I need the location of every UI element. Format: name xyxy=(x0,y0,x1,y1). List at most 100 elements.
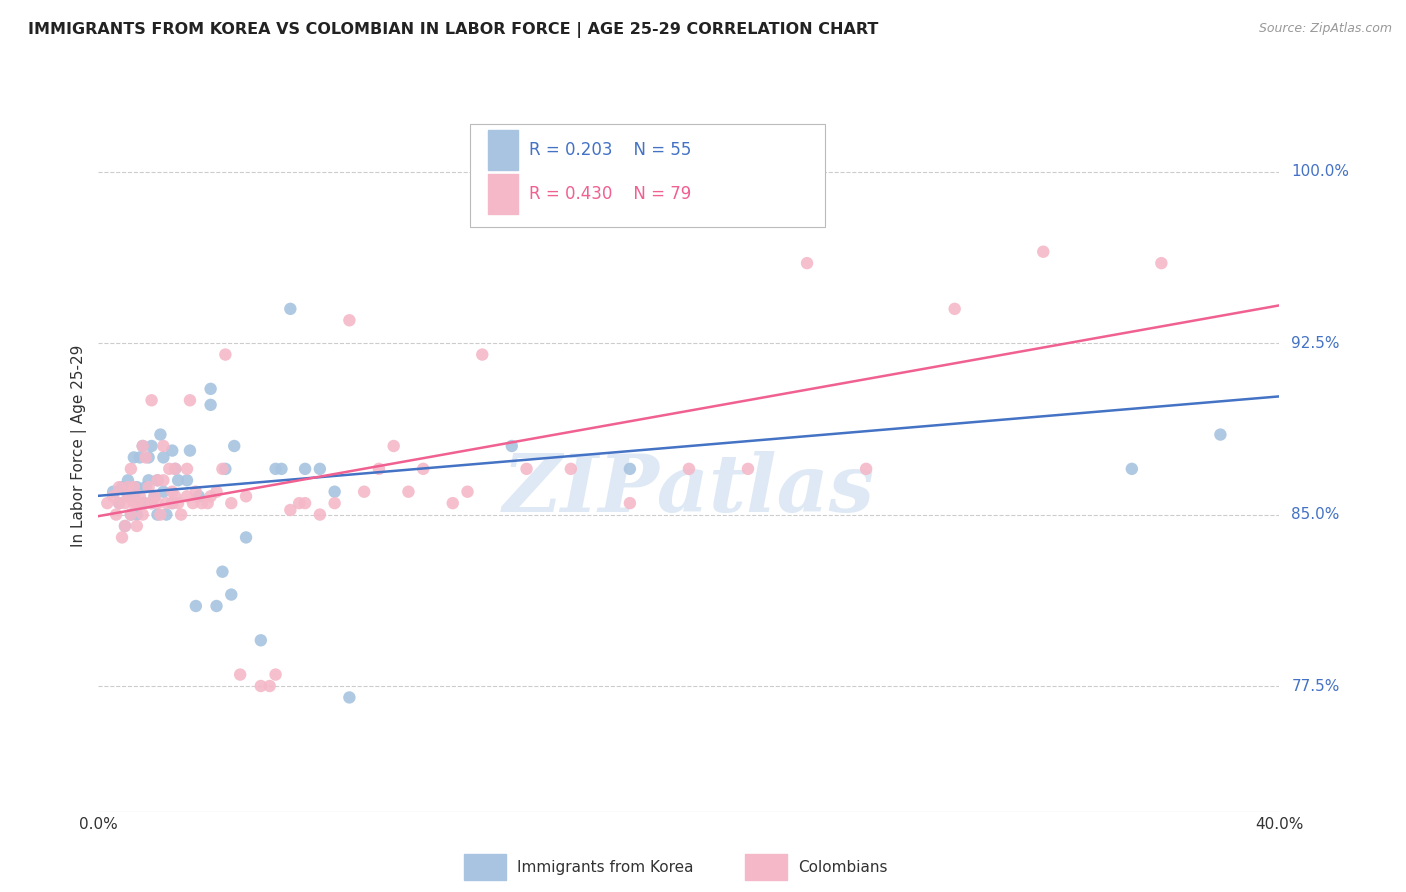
Point xyxy=(855,462,877,476)
Point xyxy=(200,398,222,412)
Point xyxy=(200,382,222,396)
Point xyxy=(179,393,201,408)
Point xyxy=(149,508,172,522)
Point xyxy=(138,480,160,494)
Point xyxy=(143,489,166,503)
Point xyxy=(229,667,252,681)
Point xyxy=(1032,244,1054,259)
Point xyxy=(368,462,391,476)
Point xyxy=(157,462,180,476)
Point xyxy=(152,439,174,453)
Point xyxy=(128,489,150,503)
Point xyxy=(162,496,183,510)
Point xyxy=(1121,462,1143,476)
Point xyxy=(176,462,198,476)
Point xyxy=(179,443,201,458)
Point xyxy=(125,496,148,510)
Point xyxy=(146,473,169,487)
Point xyxy=(141,439,163,453)
Point xyxy=(943,301,966,316)
Bar xyxy=(488,174,517,214)
Point xyxy=(288,496,311,510)
Point xyxy=(250,633,273,648)
Text: IMMIGRANTS FROM KOREA VS COLOMBIAN IN LABOR FORCE | AGE 25-29 CORRELATION CHART: IMMIGRANTS FROM KOREA VS COLOMBIAN IN LA… xyxy=(28,22,879,38)
Point xyxy=(141,496,163,510)
Text: 100.0%: 100.0% xyxy=(1291,164,1350,179)
Point xyxy=(235,530,257,544)
Point xyxy=(214,462,236,476)
Point xyxy=(1209,427,1232,442)
Point xyxy=(456,484,478,499)
Point xyxy=(796,256,818,270)
Point xyxy=(678,164,700,178)
Point xyxy=(167,473,190,487)
Text: 85.0%: 85.0% xyxy=(1291,507,1340,522)
Point xyxy=(337,313,360,327)
Point xyxy=(103,484,125,499)
Point xyxy=(152,484,174,499)
Point xyxy=(120,508,142,522)
Point xyxy=(152,450,174,465)
Point xyxy=(155,496,177,510)
Point xyxy=(105,508,128,522)
Point xyxy=(184,599,207,613)
Point xyxy=(323,484,346,499)
Point xyxy=(235,489,257,503)
Point xyxy=(103,489,125,503)
Point xyxy=(167,496,190,510)
Point xyxy=(264,462,287,476)
Point xyxy=(200,489,222,503)
Point xyxy=(138,473,160,487)
Point xyxy=(125,480,148,494)
Point xyxy=(122,496,145,510)
Point xyxy=(114,496,136,510)
Point xyxy=(181,496,204,510)
Point xyxy=(132,508,155,522)
Point xyxy=(117,489,139,503)
Point xyxy=(678,462,700,476)
Point xyxy=(132,496,155,510)
Text: ZIPatlas: ZIPatlas xyxy=(503,451,875,529)
Point xyxy=(259,679,281,693)
Point xyxy=(309,462,332,476)
Point xyxy=(270,462,292,476)
Point xyxy=(146,496,169,510)
Point xyxy=(187,489,209,503)
Point xyxy=(125,519,148,533)
Point xyxy=(108,496,131,510)
Point xyxy=(396,484,419,499)
Point xyxy=(619,462,641,476)
Point xyxy=(501,439,523,453)
Point xyxy=(117,480,139,494)
Point xyxy=(114,519,136,533)
Point xyxy=(162,484,183,499)
Point xyxy=(337,690,360,705)
Point xyxy=(122,480,145,494)
Point xyxy=(382,439,405,453)
Point xyxy=(143,489,166,503)
Point xyxy=(211,565,233,579)
Text: 92.5%: 92.5% xyxy=(1291,335,1340,351)
Point xyxy=(1150,256,1173,270)
Point xyxy=(146,473,169,487)
Point xyxy=(141,496,163,510)
Point xyxy=(141,393,163,408)
Point xyxy=(149,427,172,442)
Point xyxy=(412,462,434,476)
Point xyxy=(146,508,169,522)
Point xyxy=(96,496,118,510)
Point xyxy=(184,484,207,499)
Point xyxy=(135,496,157,510)
Point xyxy=(165,489,187,503)
Text: R = 0.203    N = 55: R = 0.203 N = 55 xyxy=(530,141,692,159)
Point xyxy=(323,496,346,510)
Point xyxy=(441,496,464,510)
Point xyxy=(120,508,142,522)
Point xyxy=(111,480,134,494)
Text: R = 0.430    N = 79: R = 0.430 N = 79 xyxy=(530,185,692,202)
Point xyxy=(117,473,139,487)
Point xyxy=(219,496,242,510)
Point xyxy=(122,450,145,465)
Point xyxy=(135,450,157,465)
Point xyxy=(294,462,316,476)
